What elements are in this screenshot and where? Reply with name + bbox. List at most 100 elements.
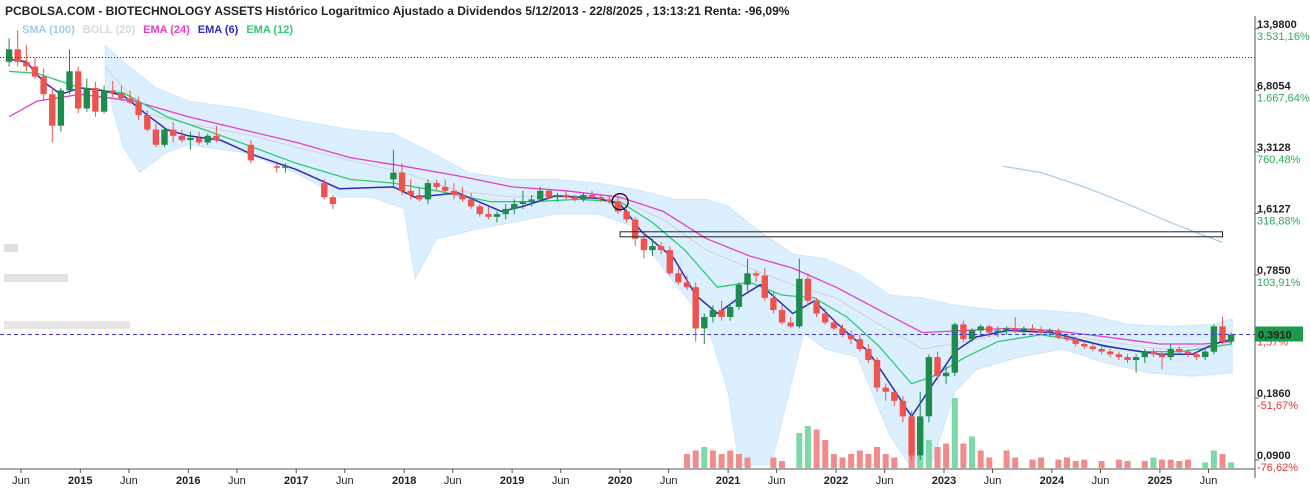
volume-bar-7 bbox=[744, 457, 751, 468]
candle-body-86 bbox=[873, 360, 881, 388]
sma100-line bbox=[1003, 165, 1223, 243]
candle-body-89 bbox=[899, 400, 907, 417]
volume-bar-14 bbox=[830, 454, 837, 468]
candle-body-62 bbox=[666, 250, 673, 274]
candle-body-114 bbox=[1115, 354, 1123, 358]
candle-body-70 bbox=[735, 284, 743, 307]
candle-body-29 bbox=[329, 197, 337, 204]
candle-body-21 bbox=[187, 137, 194, 141]
volume-bar-19 bbox=[874, 447, 880, 468]
candle-body-112 bbox=[1098, 349, 1105, 352]
candle-body-88 bbox=[891, 391, 898, 401]
candle-body-113 bbox=[1107, 351, 1114, 355]
candle-body-11 bbox=[100, 90, 108, 112]
candle-body-60 bbox=[649, 246, 656, 251]
x-tick-label-21: 2025 bbox=[1148, 475, 1172, 487]
volume-bar-32 bbox=[1003, 450, 1010, 468]
candle-body-41 bbox=[485, 214, 492, 217]
volume-bar-2 bbox=[701, 447, 708, 468]
candle-body-23 bbox=[204, 135, 211, 143]
x-tick-label-12: Jun bbox=[660, 475, 678, 487]
legend-item-3: EMA (6) bbox=[198, 24, 239, 36]
candle-body-76 bbox=[787, 322, 794, 327]
candle-body-68 bbox=[718, 310, 725, 317]
candle-body-94 bbox=[942, 372, 950, 377]
candle-body-83 bbox=[847, 334, 855, 340]
candle-body-66 bbox=[701, 317, 708, 329]
candle-body-2 bbox=[23, 61, 30, 67]
legend-item-0: SMA (100) bbox=[22, 24, 75, 36]
candle-body-124 bbox=[1202, 351, 1209, 358]
candle-body-80 bbox=[822, 313, 829, 323]
volume-bar-38 bbox=[1072, 461, 1079, 468]
candle-body-3 bbox=[31, 66, 39, 77]
candle-body-115 bbox=[1124, 357, 1131, 360]
x-tick-label-19: 2024 bbox=[1040, 475, 1065, 487]
volume-bar-37 bbox=[1064, 457, 1070, 468]
volume-bar-29 bbox=[969, 436, 975, 468]
legend: SMA (100) BOLL (20) EMA (24) EMA (6) EMA (12… bbox=[22, 24, 293, 36]
candle-body-58 bbox=[632, 219, 639, 239]
candle-body-47 bbox=[537, 190, 544, 200]
candle-body-43 bbox=[502, 208, 509, 215]
y-tick-pct-3: 318,88% bbox=[1257, 215, 1301, 227]
candle-body-91 bbox=[917, 416, 924, 456]
candle-body-7 bbox=[66, 71, 73, 91]
candle-body-18 bbox=[161, 129, 168, 145]
volume-bar-43 bbox=[1141, 461, 1148, 468]
candle-body-127 bbox=[1227, 334, 1235, 342]
volume-bar-26 bbox=[943, 443, 950, 468]
candle-body-9 bbox=[83, 87, 90, 109]
volume-bar-27 bbox=[951, 398, 958, 468]
candle-body-65 bbox=[692, 287, 699, 329]
candle-body-34 bbox=[424, 183, 432, 200]
candle-body-51 bbox=[571, 197, 578, 200]
candle-body-50 bbox=[562, 195, 570, 198]
volume-bar-35 bbox=[1038, 457, 1045, 468]
y-tick-price-0: 13,9800 bbox=[1257, 19, 1297, 31]
candle-body-4 bbox=[40, 76, 47, 95]
volume-bar-6 bbox=[735, 454, 742, 468]
candle-body-97 bbox=[968, 330, 976, 340]
candle-body-111 bbox=[1089, 346, 1097, 349]
volume-bar-50 bbox=[1210, 450, 1217, 468]
volume-bar-36 bbox=[1055, 459, 1062, 468]
candle-body-44 bbox=[511, 204, 518, 209]
volume-bar-28 bbox=[960, 443, 967, 468]
y-tick-price-1: 6,8054 bbox=[1257, 80, 1292, 92]
candle-body-1 bbox=[14, 49, 21, 62]
x-tick-label-10: Jun bbox=[552, 475, 570, 487]
volume-bar-10 bbox=[796, 433, 803, 468]
x-tick-label-13: 2021 bbox=[716, 475, 740, 487]
resistance-box bbox=[619, 231, 1223, 238]
candle-body-101 bbox=[1003, 328, 1010, 331]
candle-body-55 bbox=[606, 199, 613, 202]
x-tick-label-9: 2019 bbox=[500, 475, 524, 487]
volume-bar-8 bbox=[770, 457, 777, 468]
x-tick-label-20: Jun bbox=[1092, 475, 1110, 487]
candle-body-107 bbox=[1055, 330, 1062, 337]
candle-body-73 bbox=[761, 275, 768, 298]
volume-bar-46 bbox=[1167, 459, 1174, 468]
candle-body-72 bbox=[752, 273, 760, 276]
candle-body-36 bbox=[442, 186, 449, 191]
x-tick-label-5: 2017 bbox=[284, 475, 308, 487]
candle-body-61 bbox=[657, 246, 665, 251]
left-gray-bar-3 bbox=[4, 321, 130, 329]
volume-bar-13 bbox=[822, 440, 829, 468]
x-tick-label-8: Jun bbox=[444, 475, 462, 487]
candle-body-87 bbox=[882, 387, 889, 392]
candle-body-59 bbox=[640, 238, 648, 251]
candle-body-12 bbox=[109, 90, 116, 93]
candle-body-108 bbox=[1063, 336, 1071, 340]
volume-bar-51 bbox=[1219, 454, 1226, 468]
candle-body-6 bbox=[57, 90, 65, 126]
volume-bar-9 bbox=[779, 461, 785, 468]
volume-bar-22 bbox=[908, 454, 915, 468]
candle-body-110 bbox=[1081, 344, 1088, 347]
volume-bar-16 bbox=[848, 454, 855, 468]
candle-body-123 bbox=[1193, 354, 1200, 358]
volume-bar-39 bbox=[1081, 459, 1088, 468]
